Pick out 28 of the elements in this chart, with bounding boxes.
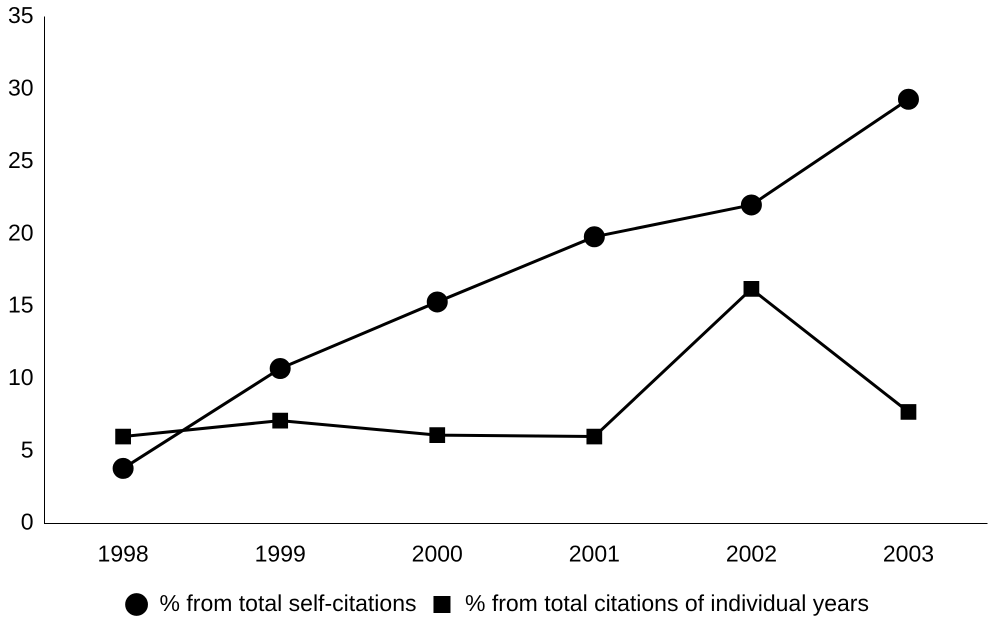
point (115, 428, 131, 444)
point (744, 281, 760, 297)
y-tick-label: 35 (8, 2, 34, 28)
point (272, 412, 288, 428)
point (429, 427, 446, 443)
x-tick-label: 2002 (726, 540, 777, 567)
point (584, 226, 605, 248)
y-tick-label: 15 (8, 292, 34, 318)
x-tick-label: 2000 (412, 540, 463, 567)
x-tick-label: 2003 (882, 540, 934, 567)
point (112, 458, 134, 479)
point (426, 291, 448, 312)
point (270, 358, 291, 380)
x-tick-label: 2001 (568, 540, 620, 567)
x-tick-label: 1999 (254, 540, 306, 567)
y-tick-label: 5 (20, 436, 34, 462)
legend-label: % from total citations of individual years (464, 590, 869, 616)
y-tick-label: 0 (20, 508, 34, 535)
y-tick-label: 20 (8, 219, 34, 246)
point (898, 88, 919, 110)
point (586, 428, 602, 444)
y-tick-label: 10 (8, 364, 34, 390)
y-tick-label: 25 (8, 146, 34, 173)
point (900, 404, 916, 420)
legend-label: % from total self-citations (160, 590, 416, 616)
point (740, 194, 762, 216)
y-tick-label: 30 (8, 74, 34, 101)
x-tick-label: 1998 (98, 540, 149, 567)
